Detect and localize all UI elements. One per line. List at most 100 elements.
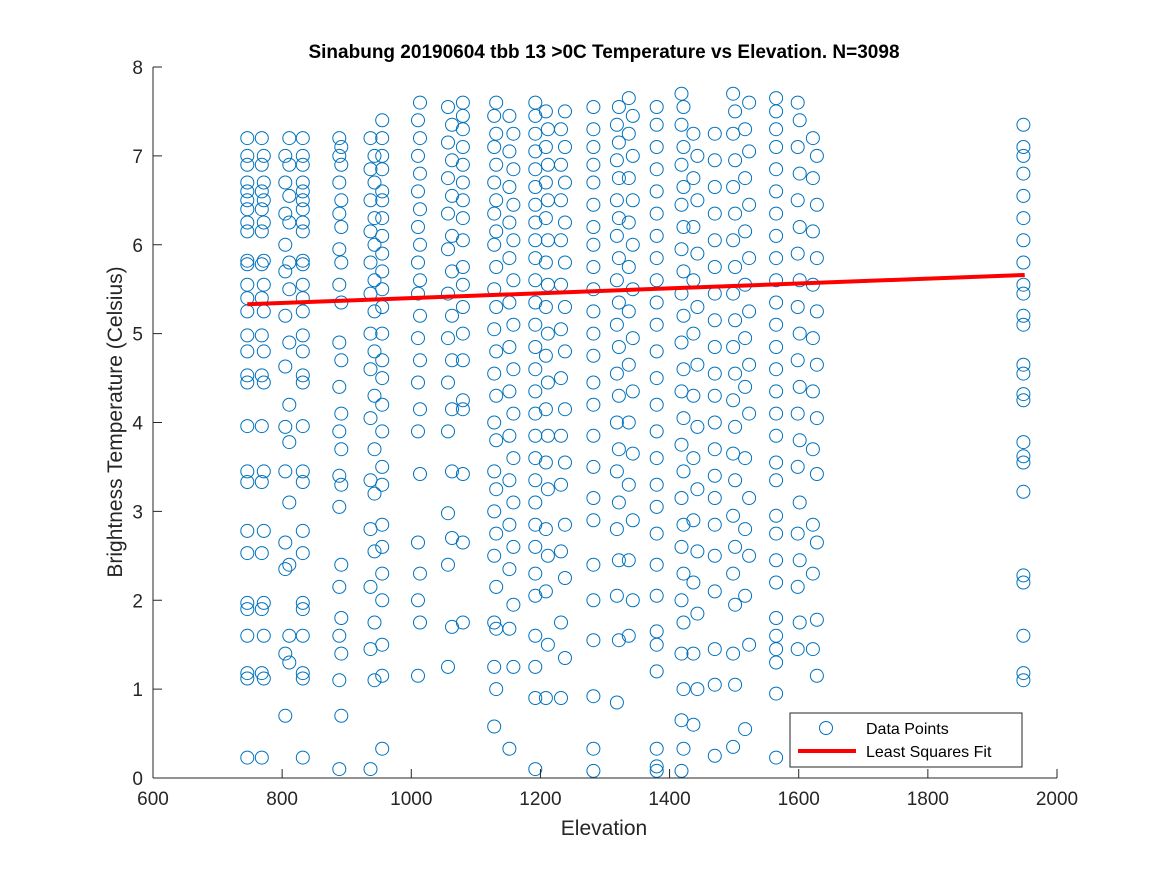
data-point — [809, 467, 824, 481]
data-point — [441, 424, 455, 439]
data-point — [707, 340, 722, 354]
x-tick-label: 2000 — [1036, 789, 1078, 810]
data-point — [769, 455, 784, 470]
data-point — [686, 646, 701, 661]
data-point — [625, 237, 640, 252]
data-point — [363, 762, 378, 777]
data-point — [445, 353, 459, 368]
data-point — [411, 148, 425, 163]
data-point — [455, 535, 470, 550]
data-point — [649, 397, 664, 412]
data-point — [295, 750, 310, 765]
data-point — [792, 433, 807, 448]
data-point — [790, 642, 805, 657]
chart-title: Sinabung 20190604 tbb 13 >0C Temperature… — [308, 42, 899, 63]
data-point — [254, 602, 269, 617]
data-point — [363, 326, 378, 341]
data-point — [674, 117, 689, 132]
data-point — [649, 741, 664, 756]
data-point — [375, 228, 390, 243]
data-point — [586, 175, 601, 190]
data-point — [332, 131, 347, 146]
data-point — [295, 157, 310, 172]
data-point — [489, 95, 504, 110]
data-point — [254, 224, 269, 239]
data-point — [240, 523, 255, 538]
data-point — [649, 763, 664, 778]
data-point — [487, 504, 502, 519]
data-point — [1016, 148, 1031, 163]
data-point — [769, 406, 784, 421]
data-point — [707, 153, 722, 168]
data-point — [295, 257, 310, 272]
data-point — [558, 571, 572, 585]
data-point — [769, 206, 784, 221]
data-point — [367, 304, 382, 319]
data-point — [621, 91, 636, 106]
data-point — [1016, 366, 1031, 381]
data-point — [738, 522, 753, 537]
data-point — [540, 482, 555, 497]
data-point — [375, 539, 390, 554]
data-point — [805, 171, 820, 186]
data-point — [295, 595, 310, 610]
data-point — [625, 148, 640, 163]
data-point — [445, 308, 459, 323]
data-point — [528, 340, 543, 354]
data-point — [707, 748, 722, 763]
data-point — [282, 655, 297, 670]
data-point — [367, 673, 382, 688]
data-point — [609, 695, 624, 710]
data-point — [769, 122, 784, 137]
data-point — [538, 455, 553, 470]
data-point — [295, 344, 310, 359]
data-point — [586, 593, 601, 608]
data-point — [332, 379, 347, 394]
data-point — [792, 326, 807, 341]
data-point — [455, 175, 470, 190]
data-point — [334, 140, 349, 154]
data-point — [256, 375, 271, 390]
data-point — [674, 539, 689, 554]
data-point — [375, 637, 390, 652]
data-point — [609, 317, 624, 332]
data-point — [728, 104, 743, 119]
data-point — [441, 242, 455, 257]
data-point — [413, 308, 427, 323]
data-point — [332, 762, 347, 777]
data-point — [240, 148, 255, 163]
data-point — [256, 628, 271, 643]
data-point — [558, 255, 572, 270]
data-point — [586, 375, 601, 390]
data-point — [728, 597, 743, 612]
data-point — [367, 175, 382, 190]
data-point — [334, 646, 349, 661]
data-point — [792, 113, 807, 128]
data-point — [728, 313, 743, 328]
y-tick-label: 7 — [132, 147, 143, 168]
x-tick-label: 1800 — [907, 789, 949, 810]
data-point — [411, 331, 425, 346]
data-point — [489, 579, 504, 594]
data-point — [554, 193, 568, 208]
data-point — [363, 362, 378, 377]
data-point — [502, 517, 517, 532]
data-point — [282, 282, 297, 297]
data-point — [769, 628, 784, 643]
data-point — [676, 411, 691, 426]
data-point — [538, 140, 553, 154]
data-point — [726, 180, 741, 194]
x-tick-label: 1600 — [778, 789, 820, 810]
data-point — [334, 353, 349, 368]
data-point — [455, 211, 470, 226]
data-point — [609, 464, 624, 479]
data-point — [621, 304, 636, 319]
data-point — [674, 335, 689, 350]
data-point — [538, 300, 553, 314]
data-point — [375, 593, 390, 608]
data-point — [332, 673, 347, 688]
data-point — [413, 166, 427, 181]
data-point — [455, 233, 470, 248]
data-point — [1016, 568, 1031, 583]
data-point — [295, 475, 310, 489]
